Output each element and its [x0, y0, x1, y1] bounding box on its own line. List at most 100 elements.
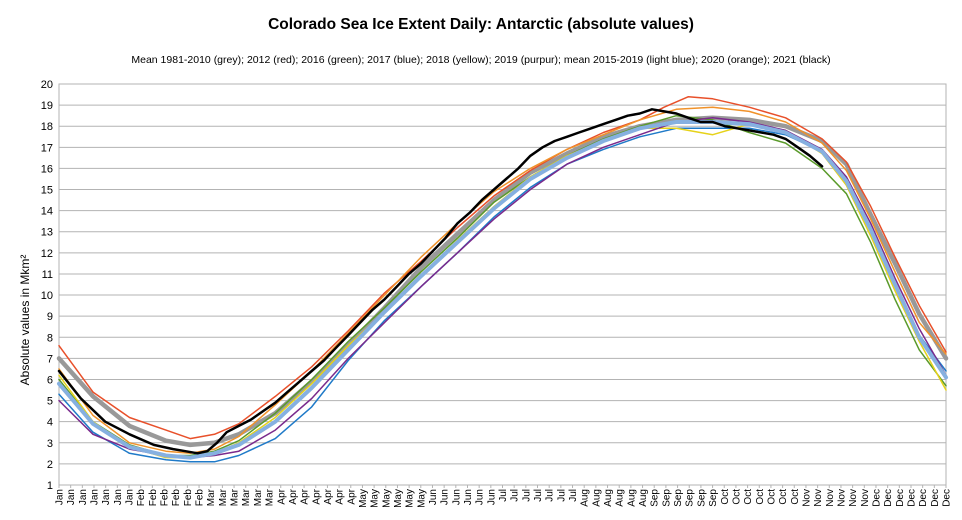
x-tick-label: Mar — [253, 488, 264, 506]
y-tick-label: 9 — [47, 311, 53, 323]
y-tick-label: 16 — [41, 163, 53, 175]
x-tick-label: Dec — [918, 489, 929, 507]
y-tick-label: 13 — [41, 227, 53, 239]
x-tick-label: Jun — [475, 489, 486, 505]
y-axis-label: Absolute values in Mkm² — [18, 255, 32, 386]
y-tick-label: 18 — [41, 121, 53, 133]
x-tick-label: Jun — [486, 489, 497, 505]
x-tick-label: Dec — [883, 489, 894, 507]
x-tick-label: Mar — [241, 488, 252, 506]
y-tick-label: 19 — [41, 100, 53, 112]
y-tick-label: 1 — [47, 480, 53, 492]
x-tick-label: Jan — [66, 489, 77, 505]
x-tick-label: Apr — [300, 488, 311, 504]
y-tick-label: 4 — [47, 417, 53, 429]
x-tick-label: Jan — [90, 489, 101, 505]
x-tick-label: Nov — [801, 489, 812, 507]
x-tick-label: Jan — [55, 489, 66, 505]
x-tick-label: Oct — [778, 489, 789, 505]
x-tick-label: Dec — [871, 489, 882, 507]
x-tick-label: Apr — [346, 488, 357, 504]
x-tick-label: Feb — [148, 489, 159, 507]
y-tick-label: 6 — [47, 374, 53, 386]
x-tick-label: Aug — [626, 489, 637, 507]
x-tick-label: Aug — [591, 489, 602, 507]
x-tick-label: Oct — [720, 489, 731, 505]
x-tick-label: Oct — [755, 489, 766, 505]
x-tick-label: Nov — [825, 489, 836, 507]
x-tick-label: Apr — [335, 488, 346, 504]
x-tick-label: Sep — [661, 489, 672, 507]
x-tick-label: Jun — [463, 489, 474, 505]
y-tick-label: 17 — [41, 142, 53, 154]
x-tick-label: May — [358, 489, 369, 508]
x-tick-label: Feb — [160, 489, 171, 507]
x-tick-label: Jul — [533, 489, 544, 502]
x-tick-label: Apr — [276, 488, 287, 504]
x-tick-label: Sep — [673, 489, 684, 507]
x-tick-label: Jan — [78, 489, 89, 505]
x-tick-label: Oct — [766, 489, 777, 505]
x-tick-label: Aug — [638, 489, 649, 507]
x-tick-label: Dec — [906, 489, 917, 507]
x-tick-label: Feb — [183, 489, 194, 507]
y-tick-label: 10 — [41, 290, 53, 302]
x-tick-label: Jan — [125, 489, 136, 505]
x-tick-label: Jul — [545, 489, 556, 502]
x-tick-label: Jun — [440, 489, 451, 505]
x-tick-label: Apr — [311, 488, 322, 504]
x-tick-label: Nov — [860, 489, 871, 507]
x-tick-label: Jul — [498, 489, 509, 502]
x-tick-label: Jan — [113, 489, 124, 505]
y-tick-label: 3 — [47, 438, 53, 450]
x-tick-label: Apr — [323, 488, 334, 504]
x-tick-label: May — [381, 489, 392, 508]
y-tick-label: 8 — [47, 332, 53, 344]
x-tick-label: Jul — [521, 489, 532, 502]
x-tick-label: Sep — [650, 489, 661, 507]
x-tick-label: May — [370, 489, 381, 508]
x-tick-label: Mar — [218, 488, 229, 506]
x-tick-label: Aug — [580, 489, 591, 507]
x-tick-label: Sep — [696, 489, 707, 507]
x-tick-label: Mar — [230, 488, 241, 506]
x-tick-label: Dec — [942, 489, 953, 507]
x-tick-label: Jul — [568, 489, 579, 502]
chart-title: Colorado Sea Ice Extent Daily: Antarctic… — [268, 16, 694, 33]
x-tick-label: Nov — [848, 489, 859, 507]
x-tick-label: Jun — [451, 489, 462, 505]
series-layer — [56, 95, 949, 463]
x-tick-label: Feb — [195, 489, 206, 507]
x-tick-label: Jul — [510, 489, 521, 502]
series-line-2021 — [57, 108, 824, 455]
x-tick-label: Apr — [288, 488, 299, 504]
series-line-2018 — [58, 123, 947, 459]
series-line-2012 — [58, 95, 947, 440]
y-tick-label: 15 — [41, 185, 53, 197]
y-tick-label: 11 — [42, 269, 53, 281]
x-tick-label: Oct — [790, 489, 801, 505]
chart-subtitle: Mean 1981-2010 (grey); 2012 (red); 2016 … — [131, 54, 831, 66]
x-tick-label: Mar — [265, 488, 276, 506]
y-tick-label: 5 — [47, 396, 53, 408]
series-line-mean-1981-2010 — [56, 115, 949, 448]
x-tick-label: Dec — [930, 489, 941, 507]
x-tick-label: May — [405, 489, 416, 508]
x-tick-label: Sep — [708, 489, 719, 507]
x-tick-label: Aug — [615, 489, 626, 507]
y-tick-label: 12 — [41, 248, 53, 260]
y-tick-label: 2 — [47, 459, 53, 471]
x-tick-label: May — [393, 489, 404, 508]
x-tick-label: Jan — [101, 489, 112, 505]
series-line-2016 — [58, 114, 947, 457]
x-tick-label: Oct — [731, 489, 742, 505]
x-tick-label: Nov — [836, 489, 847, 507]
x-tick-label: Jul — [556, 489, 567, 502]
series-line-mean-2015-2019 — [57, 120, 948, 460]
x-tick-label: Aug — [603, 489, 614, 507]
x-tick-label: May — [416, 489, 427, 508]
y-tick-label: 20 — [41, 79, 53, 91]
x-tick-label: Nov — [813, 489, 824, 507]
